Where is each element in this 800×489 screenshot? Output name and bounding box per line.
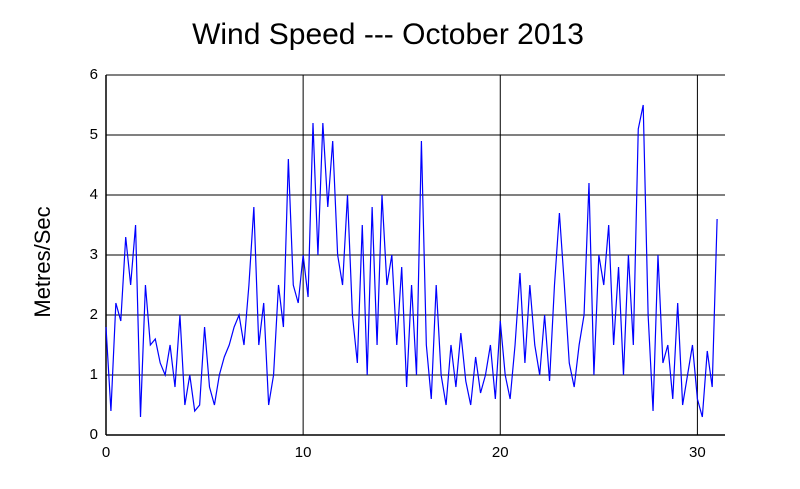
x-tick-label: 10 xyxy=(295,444,312,461)
y-tick-label: 1 xyxy=(90,366,98,383)
y-tick-label: 4 xyxy=(90,186,98,203)
x-tick-label: 0 xyxy=(102,444,110,461)
y-tick-label: 5 xyxy=(90,126,98,143)
chart-title: Wind Speed --- October 2013 xyxy=(192,18,584,51)
y-tick-label: 0 xyxy=(90,426,98,443)
y-tick-label: 6 xyxy=(90,66,98,83)
x-tick-label: 30 xyxy=(689,444,706,461)
y-tick-label: 2 xyxy=(90,306,98,323)
y-tick-label: 3 xyxy=(90,246,98,263)
x-tick-label: 20 xyxy=(492,444,509,461)
data-line xyxy=(105,104,718,418)
y-axis-label: Metres/Sec xyxy=(30,206,55,317)
